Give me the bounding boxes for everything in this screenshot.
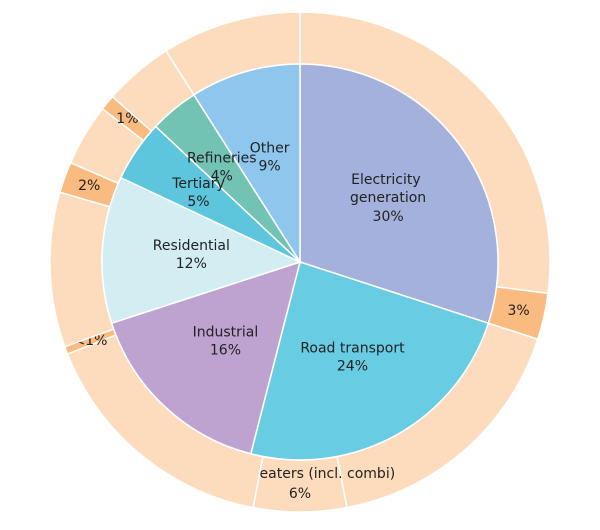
slice-value-label: 24% [337,358,368,374]
ring-value-label: 6% [289,486,311,502]
pie-slice [110,260,302,455]
slice-value-label: 9% [259,158,281,174]
pie-slice [249,261,490,461]
slice-label: Other [250,140,290,156]
ring-segment [252,455,348,513]
slice-value-label: 30% [373,209,404,225]
slice-label: Refineries [187,150,257,166]
pie-slice [101,176,303,325]
slice-label: Road transport [300,340,405,356]
slice-value-label: 16% [210,342,241,358]
slice-label: Tertiary [171,176,225,192]
label-line: Electricity [351,172,425,188]
ring-value-label: 3% [507,303,529,319]
slice-value-label: 12% [176,256,207,272]
slice-label: Electricity generation [350,172,426,206]
slice-value-label: 5% [187,194,209,210]
label-line: generation [350,190,426,206]
pie-slice [299,63,499,325]
ring-value-label: 2% [78,178,100,194]
slice-value-label: 4% [211,168,233,184]
slice-label: Residential [153,238,230,254]
pie-slice [192,63,301,265]
slice-label: Industrial [193,324,259,340]
